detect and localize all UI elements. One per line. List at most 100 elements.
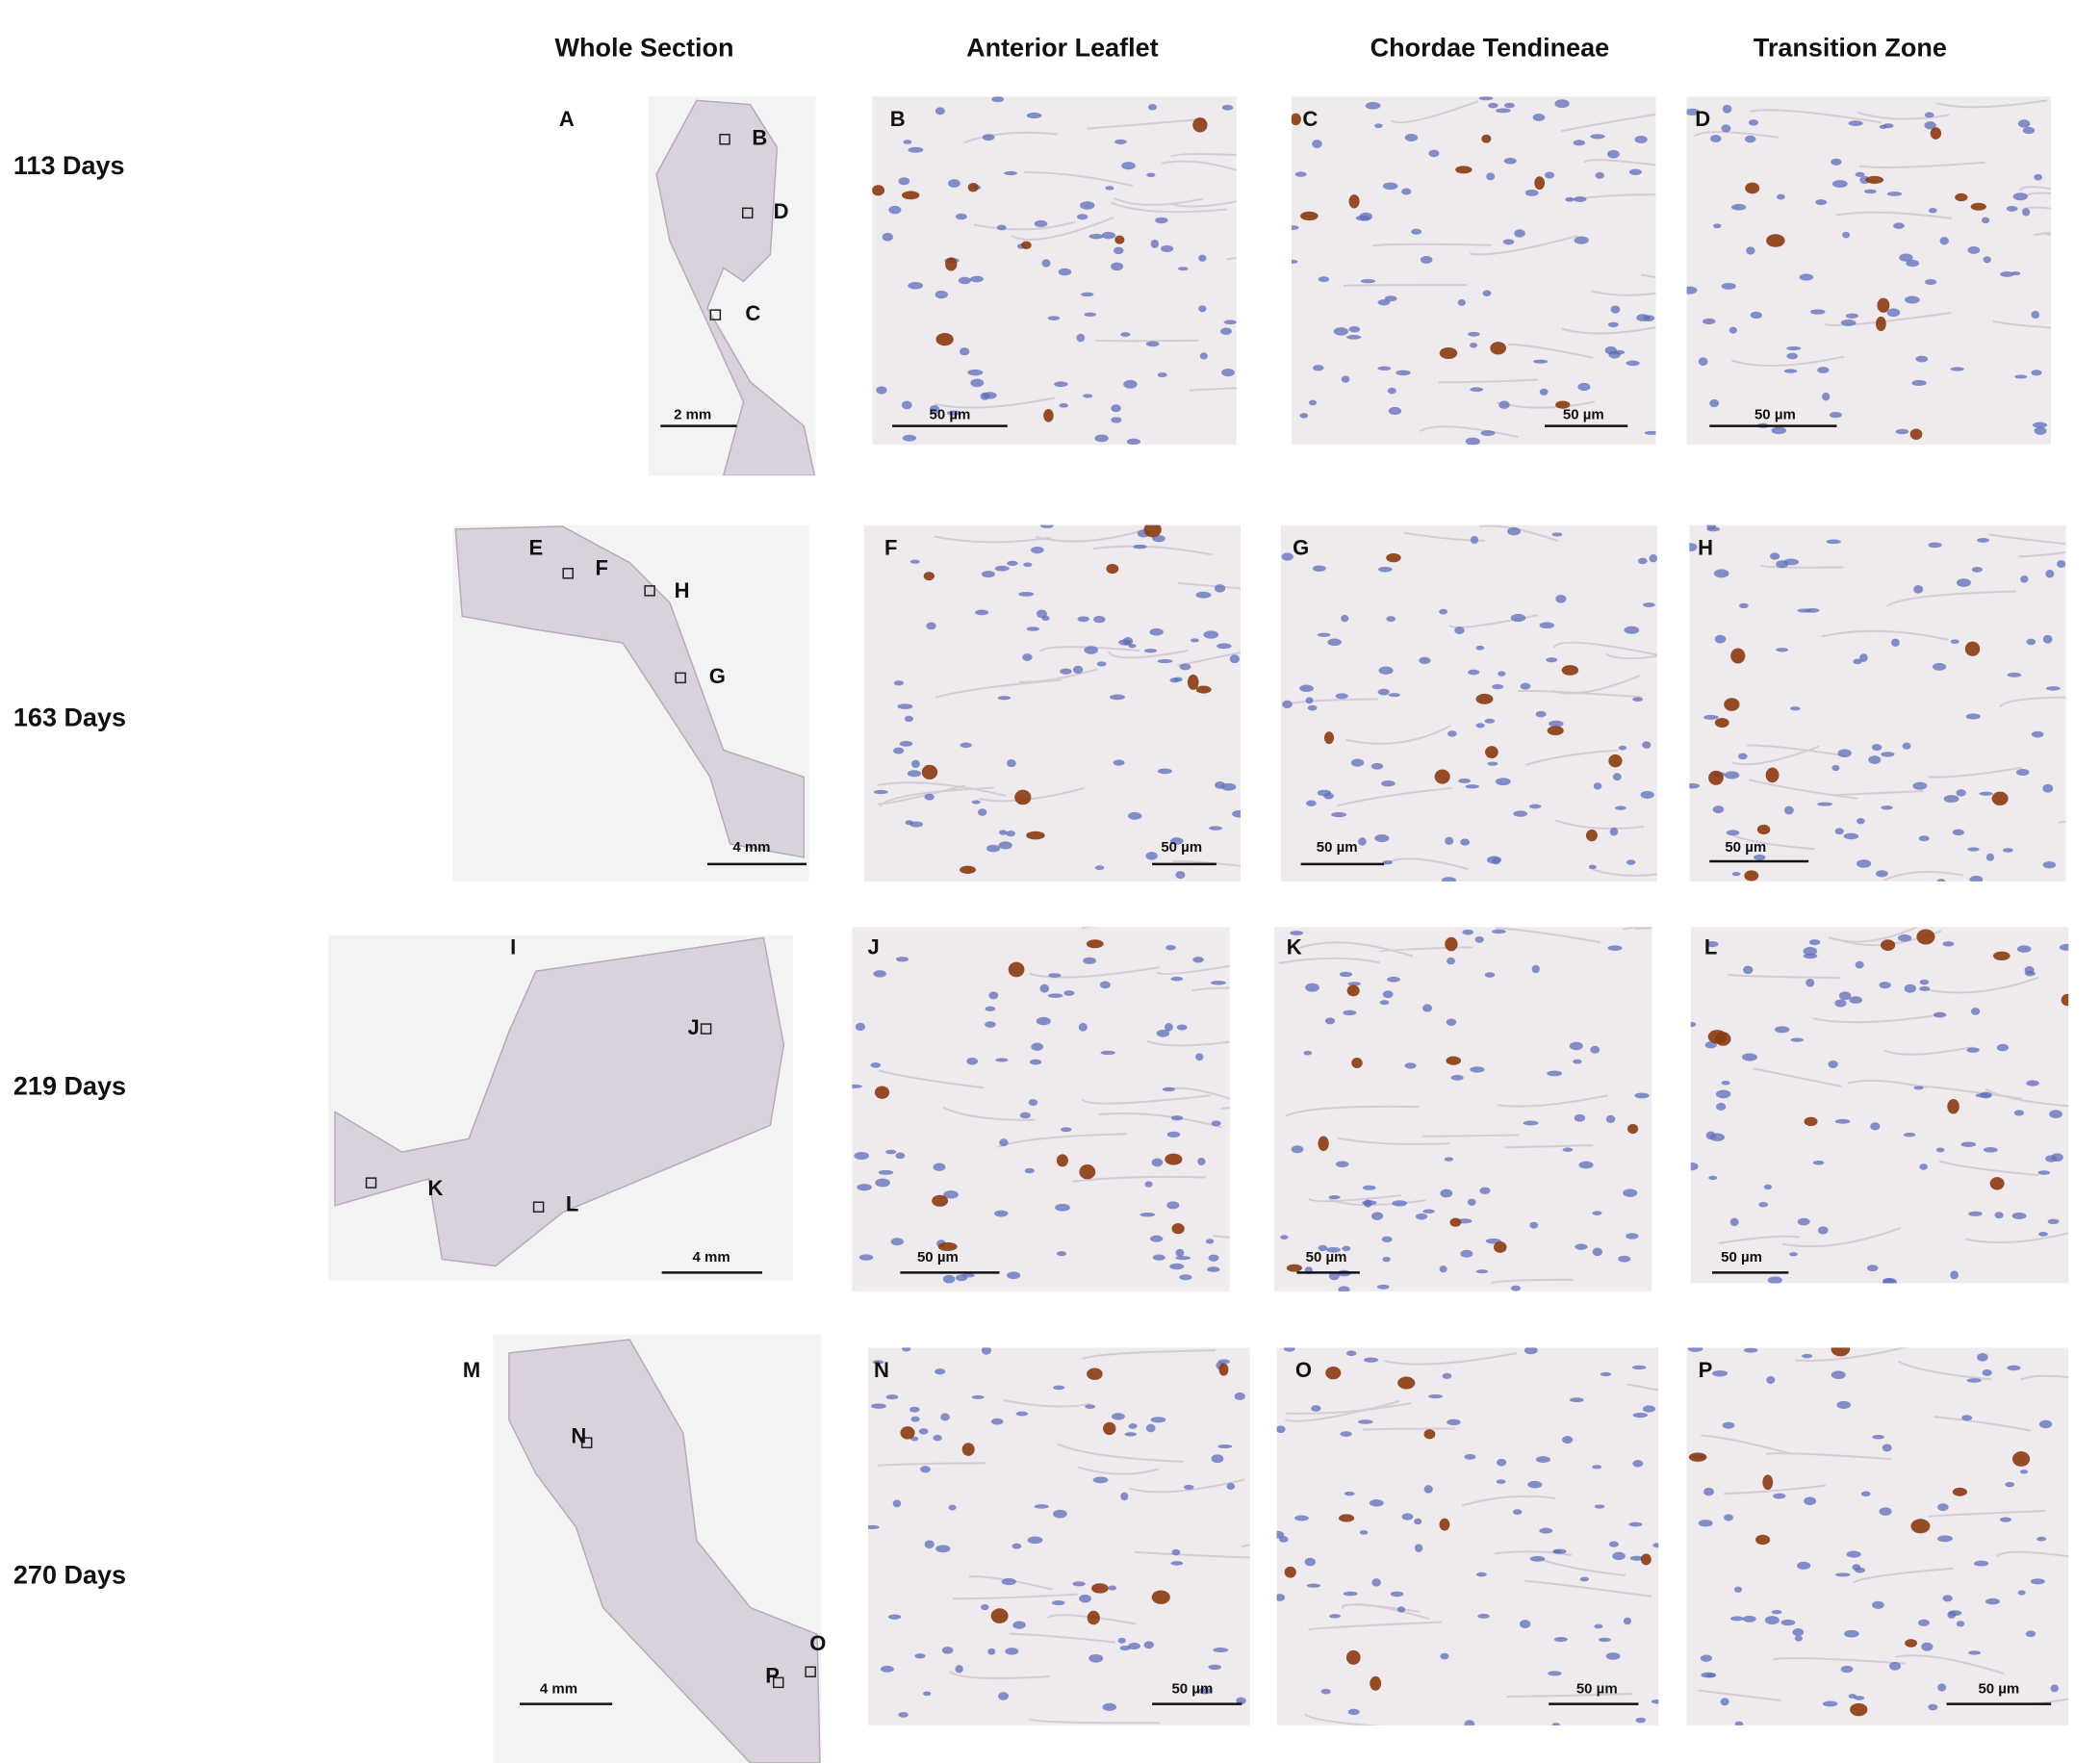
fiber xyxy=(1836,211,1953,219)
nucleus xyxy=(1854,1696,1865,1700)
nucleus xyxy=(1817,367,1830,373)
nucleus xyxy=(1731,203,1747,211)
nucleus xyxy=(908,282,924,290)
nucleus xyxy=(1640,790,1654,799)
stained-nucleus xyxy=(1300,211,1319,221)
nucleus xyxy=(1822,392,1831,401)
nucleus xyxy=(1311,1405,1321,1412)
stained-nucleus xyxy=(1446,1056,1462,1065)
nucleus xyxy=(1889,1661,1902,1671)
nucleus xyxy=(1846,1550,1861,1558)
nucleus xyxy=(1464,1454,1476,1460)
nucleus xyxy=(1715,1089,1731,1099)
fiber xyxy=(1422,1134,1519,1138)
nucleus xyxy=(1150,1235,1164,1242)
nucleus xyxy=(1079,1594,1091,1603)
stained-nucleus xyxy=(1434,769,1450,784)
nucleus xyxy=(1835,1572,1851,1577)
fiber xyxy=(968,1575,1053,1591)
stained-nucleus xyxy=(1952,1487,1967,1496)
nucleus xyxy=(960,742,972,749)
fiber xyxy=(1094,339,1199,343)
nucleus xyxy=(994,1210,1009,1217)
fiber xyxy=(1362,1427,1455,1431)
nucleus xyxy=(1687,1347,1703,1352)
nucleus xyxy=(1377,299,1391,306)
nucleus xyxy=(1524,1347,1538,1355)
nucleus xyxy=(1299,413,1309,419)
nucleus xyxy=(1085,1404,1096,1409)
panel-letter: A xyxy=(559,107,575,131)
nucleus xyxy=(1363,1357,1379,1363)
fiber xyxy=(1077,1466,1159,1475)
fiber xyxy=(1156,964,1230,975)
nucleus xyxy=(1950,639,1959,644)
nucleus xyxy=(1562,1147,1574,1152)
nucleus xyxy=(1105,186,1114,191)
nucleus xyxy=(1802,1353,1813,1359)
nucleus xyxy=(1817,1226,1829,1235)
nucleus xyxy=(1868,755,1882,764)
nucleus xyxy=(1592,1247,1602,1257)
nucleus xyxy=(1950,1270,1959,1280)
whole-section-image xyxy=(328,934,794,1281)
fiber xyxy=(1341,1602,1430,1621)
micrograph xyxy=(868,1347,1250,1726)
nucleus xyxy=(1031,546,1044,554)
nucleus xyxy=(966,1057,979,1065)
nucleus xyxy=(1859,653,1868,662)
nucleus xyxy=(975,609,989,616)
fiber xyxy=(1298,941,1414,958)
nucleus xyxy=(1855,1567,1865,1573)
nucleus xyxy=(1626,859,1636,865)
nucleus xyxy=(1836,1400,1852,1409)
scale-label: 50 µm xyxy=(1978,1680,2019,1697)
nucleus xyxy=(1496,1479,1506,1484)
nucleus xyxy=(1734,1586,1743,1593)
nucleus xyxy=(1497,1458,1507,1467)
nucleus xyxy=(1539,1527,1553,1534)
nucleus xyxy=(1767,1276,1782,1284)
stained-nucleus xyxy=(961,1443,975,1456)
nucleus xyxy=(1012,1543,1022,1549)
nucleus xyxy=(1729,326,1737,334)
nucleus xyxy=(1722,1421,1735,1429)
nucleus xyxy=(1588,864,1597,870)
nucleus xyxy=(1724,771,1740,780)
stained-nucleus xyxy=(990,1608,1009,1623)
fiber xyxy=(1554,819,1645,831)
stained-nucleus xyxy=(1534,176,1546,191)
nucleus xyxy=(1573,140,1586,146)
nucleus xyxy=(1942,1595,1953,1602)
nucleus xyxy=(1170,1115,1184,1121)
nucleus xyxy=(955,1274,968,1282)
nucleus xyxy=(1626,360,1640,367)
fiber xyxy=(1087,117,1205,130)
nucleus xyxy=(1799,273,1814,281)
nucleus xyxy=(1031,1042,1044,1051)
nucleus xyxy=(1956,789,1966,797)
nucleus xyxy=(1932,662,1947,671)
nucleus xyxy=(1208,1664,1221,1671)
nucleus xyxy=(1981,217,1990,224)
fiber xyxy=(1964,1232,2069,1244)
fiber xyxy=(1766,1452,1892,1461)
nucleus xyxy=(882,232,893,242)
nucleus xyxy=(1198,254,1207,262)
nucleus xyxy=(1789,706,1801,711)
stained-nucleus xyxy=(1876,316,1886,332)
scale-label: 50 µm xyxy=(1317,839,1358,856)
fiber xyxy=(1623,927,1652,931)
nucleus xyxy=(1985,1598,2000,1605)
nucleus xyxy=(1076,333,1086,343)
nucleus xyxy=(1414,1518,1422,1525)
nucleus xyxy=(1054,381,1068,388)
fiber xyxy=(1605,652,1657,660)
nucleus xyxy=(1746,246,1755,255)
nucleus xyxy=(1370,762,1384,770)
nucleus xyxy=(1983,1147,1998,1153)
nucleus xyxy=(970,378,985,388)
fiber xyxy=(1170,153,1237,158)
nucleus xyxy=(1318,1244,1328,1252)
nucleus xyxy=(998,830,1008,835)
